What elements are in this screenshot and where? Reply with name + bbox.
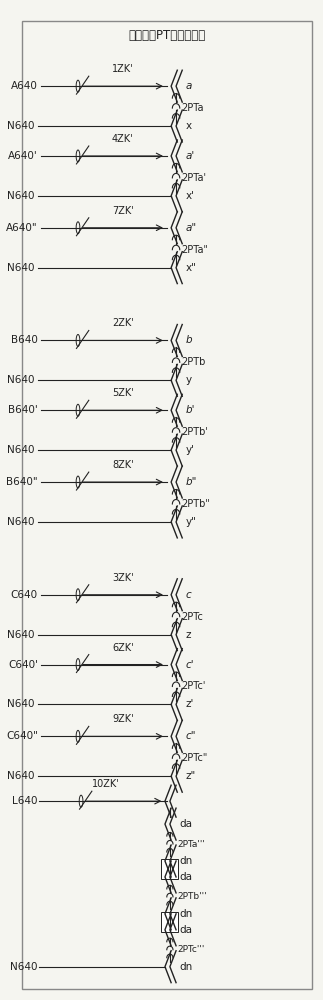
Text: 2PTb''': 2PTb''' xyxy=(178,892,207,901)
Text: 3ZK': 3ZK' xyxy=(112,573,133,583)
Text: da: da xyxy=(180,925,193,935)
Text: y: y xyxy=(186,375,192,385)
FancyBboxPatch shape xyxy=(162,912,178,932)
Text: A640: A640 xyxy=(11,81,38,91)
Text: N640: N640 xyxy=(7,771,35,781)
Text: C640: C640 xyxy=(11,590,38,600)
Text: 第二母线PT副边原理图: 第二母线PT副边原理图 xyxy=(129,29,206,42)
Text: c': c' xyxy=(186,660,194,670)
Text: C640": C640" xyxy=(6,731,38,741)
Text: c": c" xyxy=(186,731,196,741)
Text: a": a" xyxy=(186,223,197,233)
FancyBboxPatch shape xyxy=(162,859,178,879)
Text: B640: B640 xyxy=(11,335,38,345)
Text: dn: dn xyxy=(180,962,193,972)
Text: a': a' xyxy=(186,151,195,161)
Text: B640': B640' xyxy=(8,405,38,415)
Text: 2PTc: 2PTc xyxy=(181,612,203,622)
Text: 10ZK': 10ZK' xyxy=(92,779,120,789)
Text: z': z' xyxy=(186,699,194,709)
Text: 2ZK': 2ZK' xyxy=(112,318,134,328)
Text: da: da xyxy=(180,872,193,882)
Text: c: c xyxy=(186,590,192,600)
Text: da: da xyxy=(180,819,193,829)
Text: 4ZK': 4ZK' xyxy=(112,134,133,144)
Text: x": x" xyxy=(186,263,197,273)
Text: C640': C640' xyxy=(8,660,38,670)
Text: N640: N640 xyxy=(7,630,35,640)
Text: 2PTb: 2PTb xyxy=(181,357,205,367)
Text: B640": B640" xyxy=(6,477,38,487)
Text: N640: N640 xyxy=(7,375,35,385)
Text: 6ZK': 6ZK' xyxy=(112,643,133,653)
Text: y': y' xyxy=(186,445,195,455)
Text: x': x' xyxy=(186,191,195,201)
Text: dn: dn xyxy=(180,856,193,866)
Text: A640': A640' xyxy=(8,151,38,161)
Text: N640: N640 xyxy=(7,517,35,527)
Text: 9ZK': 9ZK' xyxy=(112,714,133,724)
Text: L640: L640 xyxy=(12,796,38,806)
Text: 2PTc": 2PTc" xyxy=(181,753,207,763)
Text: N640: N640 xyxy=(7,191,35,201)
Text: N640: N640 xyxy=(7,121,35,131)
Text: 2PTa: 2PTa xyxy=(181,103,203,113)
Text: dn: dn xyxy=(180,909,193,919)
Text: N640: N640 xyxy=(7,699,35,709)
Text: x: x xyxy=(186,121,192,131)
Text: 8ZK': 8ZK' xyxy=(112,460,133,470)
Text: 2PTb": 2PTb" xyxy=(181,499,210,509)
Text: 2PTa": 2PTa" xyxy=(181,245,208,255)
Text: z": z" xyxy=(186,771,196,781)
Text: 2PTc''': 2PTc''' xyxy=(178,945,205,954)
Text: 2PTa''': 2PTa''' xyxy=(178,840,205,849)
Text: 2PTb': 2PTb' xyxy=(181,427,208,437)
Text: N640: N640 xyxy=(10,962,38,972)
Text: b": b" xyxy=(186,477,197,487)
Text: 1ZK': 1ZK' xyxy=(112,64,133,74)
Text: A640": A640" xyxy=(6,223,38,233)
Text: b': b' xyxy=(186,405,195,415)
Text: 2PTc': 2PTc' xyxy=(181,681,205,691)
Text: 2PTa': 2PTa' xyxy=(181,173,206,183)
Text: 7ZK': 7ZK' xyxy=(112,206,134,216)
Text: a: a xyxy=(186,81,192,91)
Text: 5ZK': 5ZK' xyxy=(112,388,134,398)
Text: N640: N640 xyxy=(7,263,35,273)
Text: N640: N640 xyxy=(7,445,35,455)
Text: y": y" xyxy=(186,517,197,527)
Text: b: b xyxy=(186,335,193,345)
Text: z: z xyxy=(186,630,192,640)
